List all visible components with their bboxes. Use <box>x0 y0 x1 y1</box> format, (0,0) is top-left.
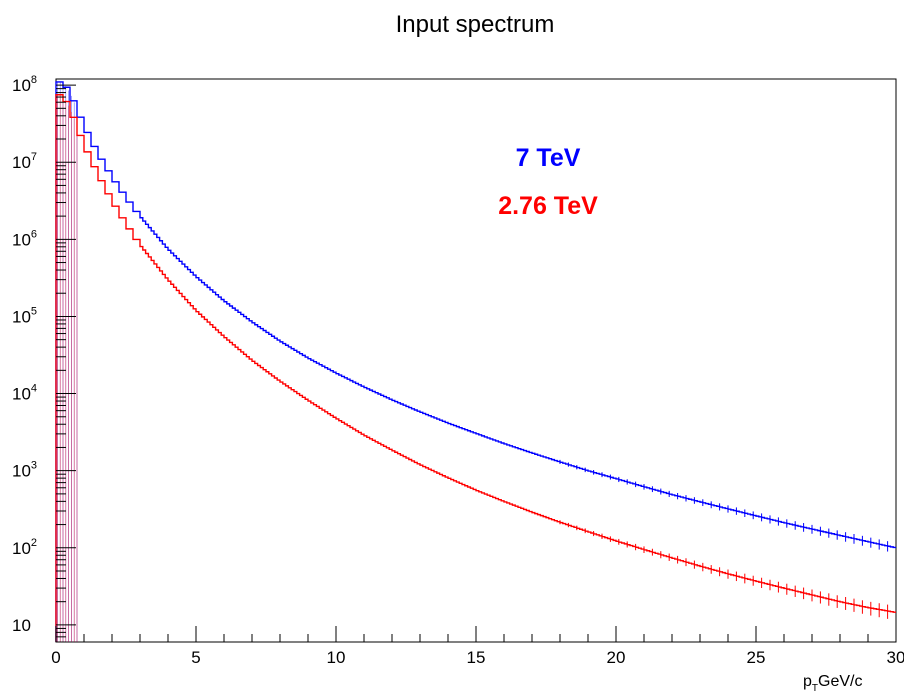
series-line-0 <box>55 81 896 642</box>
x-axis-label-main: p <box>803 673 812 690</box>
x-tick-label: 0 <box>51 648 60 667</box>
y-tick-label: 108 <box>12 74 37 95</box>
legend-entry-7tev: 7 TeV <box>516 144 581 172</box>
y-tick-label: 103 <box>12 460 37 481</box>
x-axis-label-sub: T <box>812 683 818 694</box>
axis-layer: 0 5 10 15 20 25 30 10 102 103 104 105 106 107 108 <box>12 74 904 667</box>
y-tick-label: 106 <box>12 228 37 249</box>
x-tick-label: 30 <box>887 648 904 667</box>
y-tick-label: 102 <box>12 537 37 558</box>
y-tick-label: 105 <box>12 305 37 326</box>
y-tick-label: 107 <box>12 151 37 172</box>
series-line-1 <box>55 94 896 642</box>
x-tick-label: 15 <box>467 648 486 667</box>
series-0 <box>55 81 896 642</box>
x-tick-label: 25 <box>747 648 766 667</box>
x-axis-label-unit: GeV/c <box>818 673 862 690</box>
x-tick-label: 5 <box>191 648 200 667</box>
x-tick-label: 10 <box>327 648 346 667</box>
x-tick-label: 20 <box>607 648 626 667</box>
y-tick-label: 104 <box>12 383 37 404</box>
chart-title: Input spectrum <box>396 11 555 38</box>
series-1 <box>55 94 896 642</box>
x-axis-label: pTGeV/c <box>803 673 862 694</box>
y-tick-label: 10 <box>12 616 31 635</box>
legend-entry-2-76tev: 2.76 TeV <box>498 192 598 220</box>
series-layer <box>55 81 896 642</box>
plot-frame <box>55 78 897 643</box>
